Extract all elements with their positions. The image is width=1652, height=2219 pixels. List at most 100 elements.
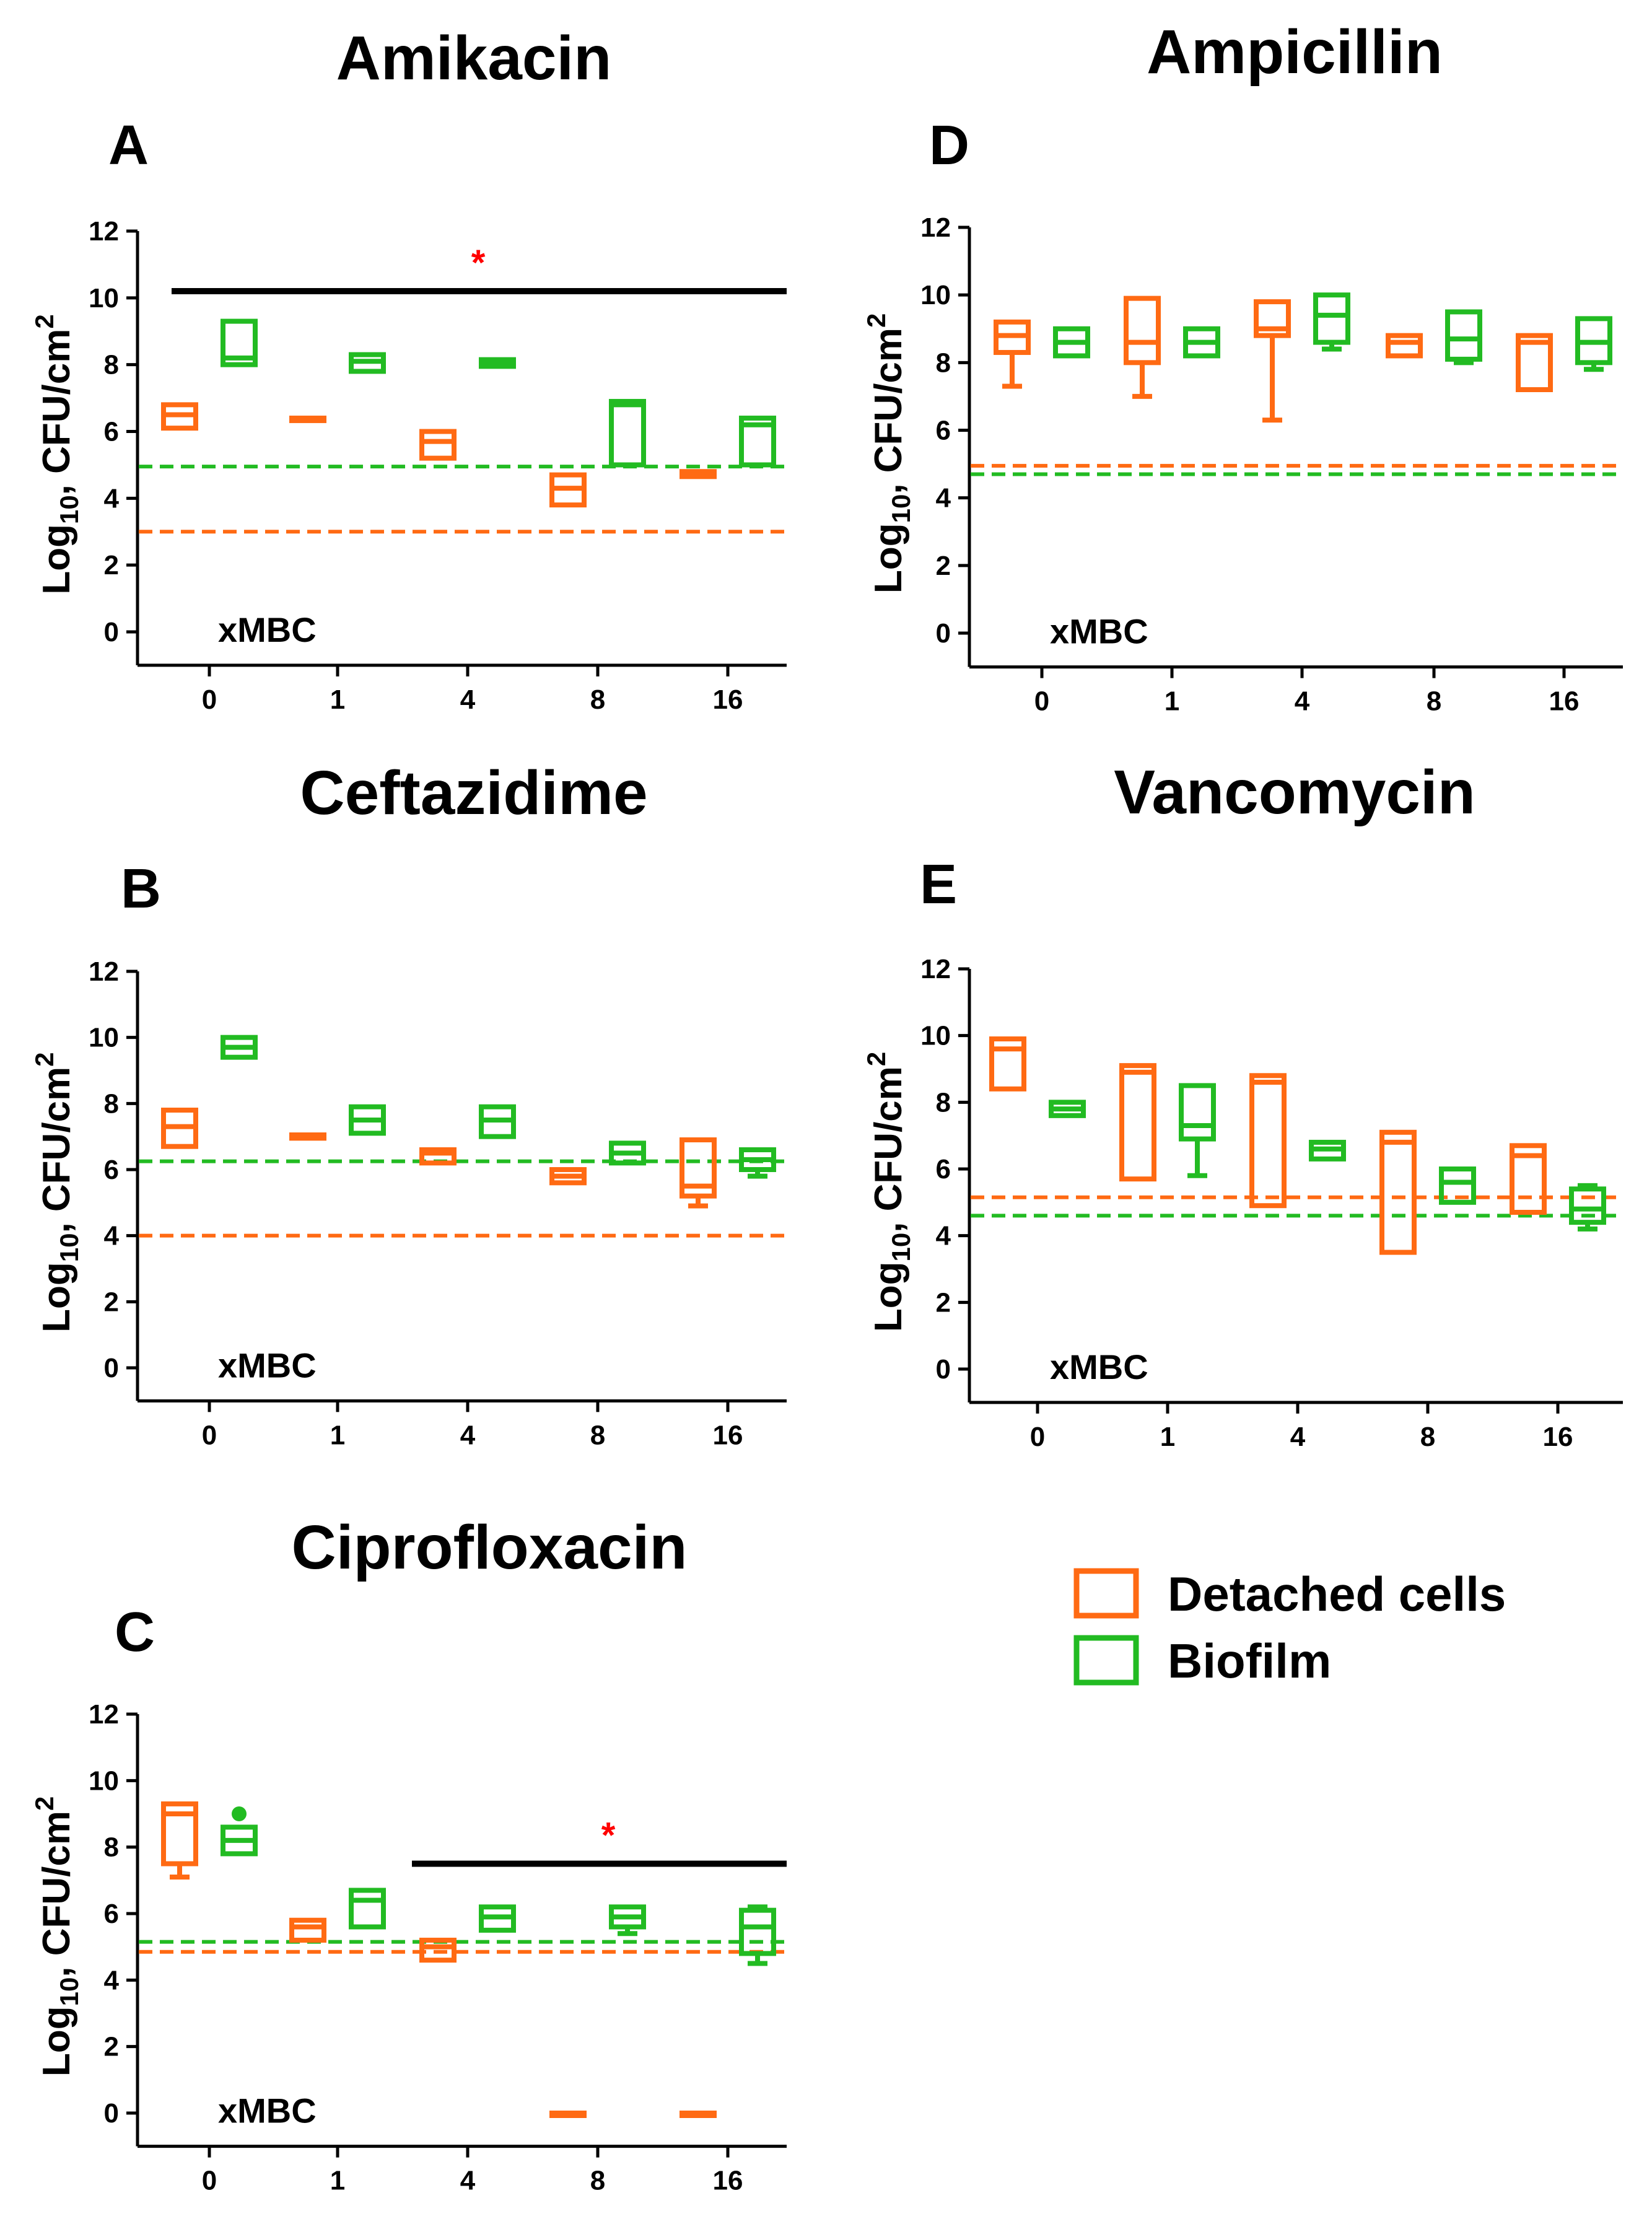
x-axis-label: xMBC	[1050, 612, 1148, 651]
biofilm-box	[1053, 326, 1090, 359]
biofilm-box	[1179, 1083, 1216, 1178]
biofilm-box	[1439, 1166, 1476, 1205]
box-body	[739, 1907, 776, 1956]
y-tick-label: 8	[104, 1832, 119, 1863]
x-axis-label: xMBC	[218, 2091, 317, 2130]
y-tick-label: 12	[89, 216, 119, 247]
box-body	[1510, 1143, 1547, 1215]
box-body	[419, 429, 457, 461]
x-tick-label: 0	[1034, 686, 1049, 717]
biofilm-box	[479, 1904, 516, 1933]
box-body	[739, 415, 776, 468]
biofilm-box	[221, 1035, 258, 1060]
detached-box	[1379, 1129, 1417, 1255]
x-tick-label: 0	[1030, 1422, 1045, 1452]
detached-box	[289, 415, 326, 423]
box-body	[349, 1888, 386, 1930]
panel-c-ciprofloxacin: Ciprofloxacin C 0 2 4 6 8 10 12 0 1 4 8 16 Log10, CFU/…	[30, 1513, 787, 2196]
y-tick-label: 2	[936, 1287, 951, 1318]
box-body	[161, 1801, 198, 1867]
y-tick-label: 4	[936, 1221, 951, 1251]
chart-title: Ampicillin	[1147, 17, 1443, 87]
detached-box	[419, 1147, 457, 1166]
chart-title: Ceftazidime	[300, 758, 647, 828]
legend-detached-label: Detached cells	[1168, 1567, 1506, 1621]
detached-box	[419, 429, 457, 461]
y-tick-label: 10	[89, 1023, 119, 1053]
box-body	[419, 1147, 457, 1166]
biofilm-box	[479, 357, 516, 369]
x-tick-label: 16	[713, 2166, 743, 2196]
box-body	[1179, 1083, 1216, 1142]
x-tick-label: 1	[330, 1420, 345, 1450]
y-tick-label: 10	[89, 283, 119, 313]
detached-box	[680, 2111, 717, 2118]
y-tick-label: 12	[89, 1699, 119, 1730]
x-axis-label: xMBC	[218, 1346, 317, 1385]
x-tick-label: 8	[590, 685, 605, 715]
detached-box	[1516, 333, 1553, 393]
legend-biofilm-swatch	[1073, 1635, 1139, 1686]
legend-biofilm-label: Biofilm	[1168, 1634, 1331, 1688]
x-tick-label: 0	[202, 685, 217, 715]
y-tick-label: 2	[104, 1287, 119, 1317]
y-tick-label: 10	[920, 1021, 951, 1051]
detached-box	[289, 1917, 326, 1943]
y-tick-label: 8	[104, 350, 119, 380]
detached-box	[161, 1108, 198, 1149]
biofilm-box	[739, 1147, 776, 1179]
box-body	[1445, 309, 1482, 362]
panel-letter: E	[920, 854, 957, 916]
x-tick-label: 16	[1543, 1422, 1573, 1452]
y-tick-label: 2	[936, 551, 951, 581]
x-tick-label: 4	[460, 2166, 476, 2196]
outlier-point	[232, 1806, 247, 1821]
x-tick-label: 0	[202, 2166, 217, 2196]
y-axis-label: Log10, CFU/cm2	[862, 313, 916, 593]
biofilm-box	[739, 1904, 776, 1966]
y-tick-label: 4	[104, 1965, 120, 1995]
detached-box	[1510, 1143, 1547, 1215]
y-tick-label: 6	[936, 416, 951, 446]
biofilm-box	[349, 352, 386, 374]
x-tick-label: 8	[1427, 686, 1441, 717]
y-axis-label: Log10, CFU/cm2	[862, 1052, 916, 1332]
y-tick-label: 4	[936, 483, 951, 514]
y-tick-label: 8	[104, 1088, 119, 1119]
x-tick-label: 16	[713, 1420, 743, 1450]
panel-b-ceftazidime: Ceftazidime B 0 2 4 6 8 10 12 0 1 4 8 16 Log10, CFU/cm…	[30, 758, 787, 1450]
x-axis-label: xMBC	[218, 610, 317, 649]
box-body	[221, 318, 258, 367]
x-tick-label: 16	[1549, 686, 1580, 717]
detached-box	[1119, 1063, 1156, 1182]
biofilm-box	[1445, 309, 1482, 365]
legend: Detached cells Biofilm	[1073, 1567, 1506, 1688]
y-tick-label: 0	[936, 1354, 951, 1385]
box-body	[989, 1036, 1026, 1092]
y-tick-label: 6	[936, 1154, 951, 1184]
detached-box	[1124, 295, 1161, 399]
biofilm-box	[479, 1104, 516, 1139]
detached-box	[1386, 333, 1423, 359]
y-tick-label: 12	[920, 212, 951, 243]
box-body	[419, 1937, 457, 1963]
box-body	[1124, 295, 1161, 365]
biofilm-box	[739, 415, 776, 468]
significance-marker: *	[601, 1816, 616, 1856]
y-tick-label: 6	[104, 417, 119, 447]
box-body	[1439, 1166, 1476, 1205]
panel-e-vancomycin: Vancomycin E 0 2 4 6 8 10 12 0 1 4 8 16 Log10, CFU/cm2…	[862, 758, 1623, 1452]
x-tick-label: 8	[1420, 1422, 1435, 1452]
x-tick-label: 4	[460, 685, 476, 715]
y-axis-label: Log10, CFU/cm2	[30, 1797, 84, 2077]
chart-title: Ciprofloxacin	[292, 1513, 688, 1582]
x-tick-label: 0	[202, 1420, 217, 1450]
biofilm-box	[609, 398, 646, 468]
y-axis-label: Log10, CFU/cm2	[30, 1052, 84, 1332]
y-tick-label: 4	[104, 1221, 120, 1251]
detached-box	[289, 1132, 326, 1141]
panel-d-ampicillin: Ampicillin D 0 2 4 6 8 10 12 0 1 4 8 16 Log10, CFU/cm2…	[862, 17, 1623, 717]
panel-letter: C	[115, 1601, 155, 1663]
y-tick-label: 2	[104, 550, 119, 580]
x-tick-label: 8	[590, 1420, 605, 1450]
